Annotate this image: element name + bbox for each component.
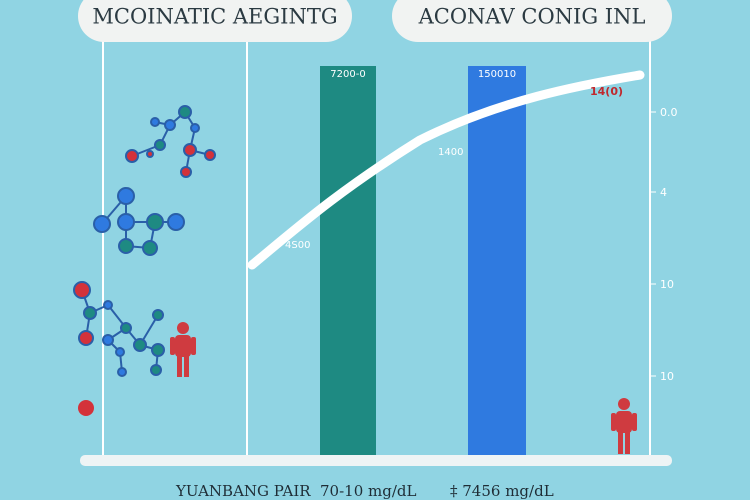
person-icon xyxy=(170,322,196,377)
curve-label: 4S00 xyxy=(285,240,310,251)
molecule xyxy=(73,281,165,416)
bar-label: 150010 xyxy=(478,69,516,80)
axis-label: 0.0 xyxy=(660,106,678,119)
axis-label: 10 xyxy=(660,370,674,383)
teal-bar xyxy=(320,66,376,458)
bar-label: 7200-0 xyxy=(330,69,365,80)
right-axis: 0.0 4 10 10 xyxy=(650,106,678,383)
molecule xyxy=(93,187,185,256)
footer-text: YUANBANG PAIR xyxy=(175,482,311,500)
baseline xyxy=(80,455,672,466)
axis-label: 4 xyxy=(660,186,667,199)
footer-text: ‡ 7456 mg/dL xyxy=(450,482,554,500)
footer-text: 70-10 mg/dL xyxy=(320,482,416,500)
blue-bar xyxy=(468,66,526,458)
guides xyxy=(102,30,651,455)
left-title: MCOINATIC AEGINTG xyxy=(92,5,337,29)
molecule xyxy=(125,105,216,178)
right-pill xyxy=(392,0,672,42)
person-icon xyxy=(611,398,637,454)
left-pill xyxy=(78,0,352,42)
trend-curve xyxy=(247,70,645,270)
axis-label: 10 xyxy=(660,278,674,291)
right-title: ACONAV CONIG INL xyxy=(418,5,646,29)
curve-label: 14(0) xyxy=(590,85,623,98)
curve-label: 1400 xyxy=(438,147,463,158)
